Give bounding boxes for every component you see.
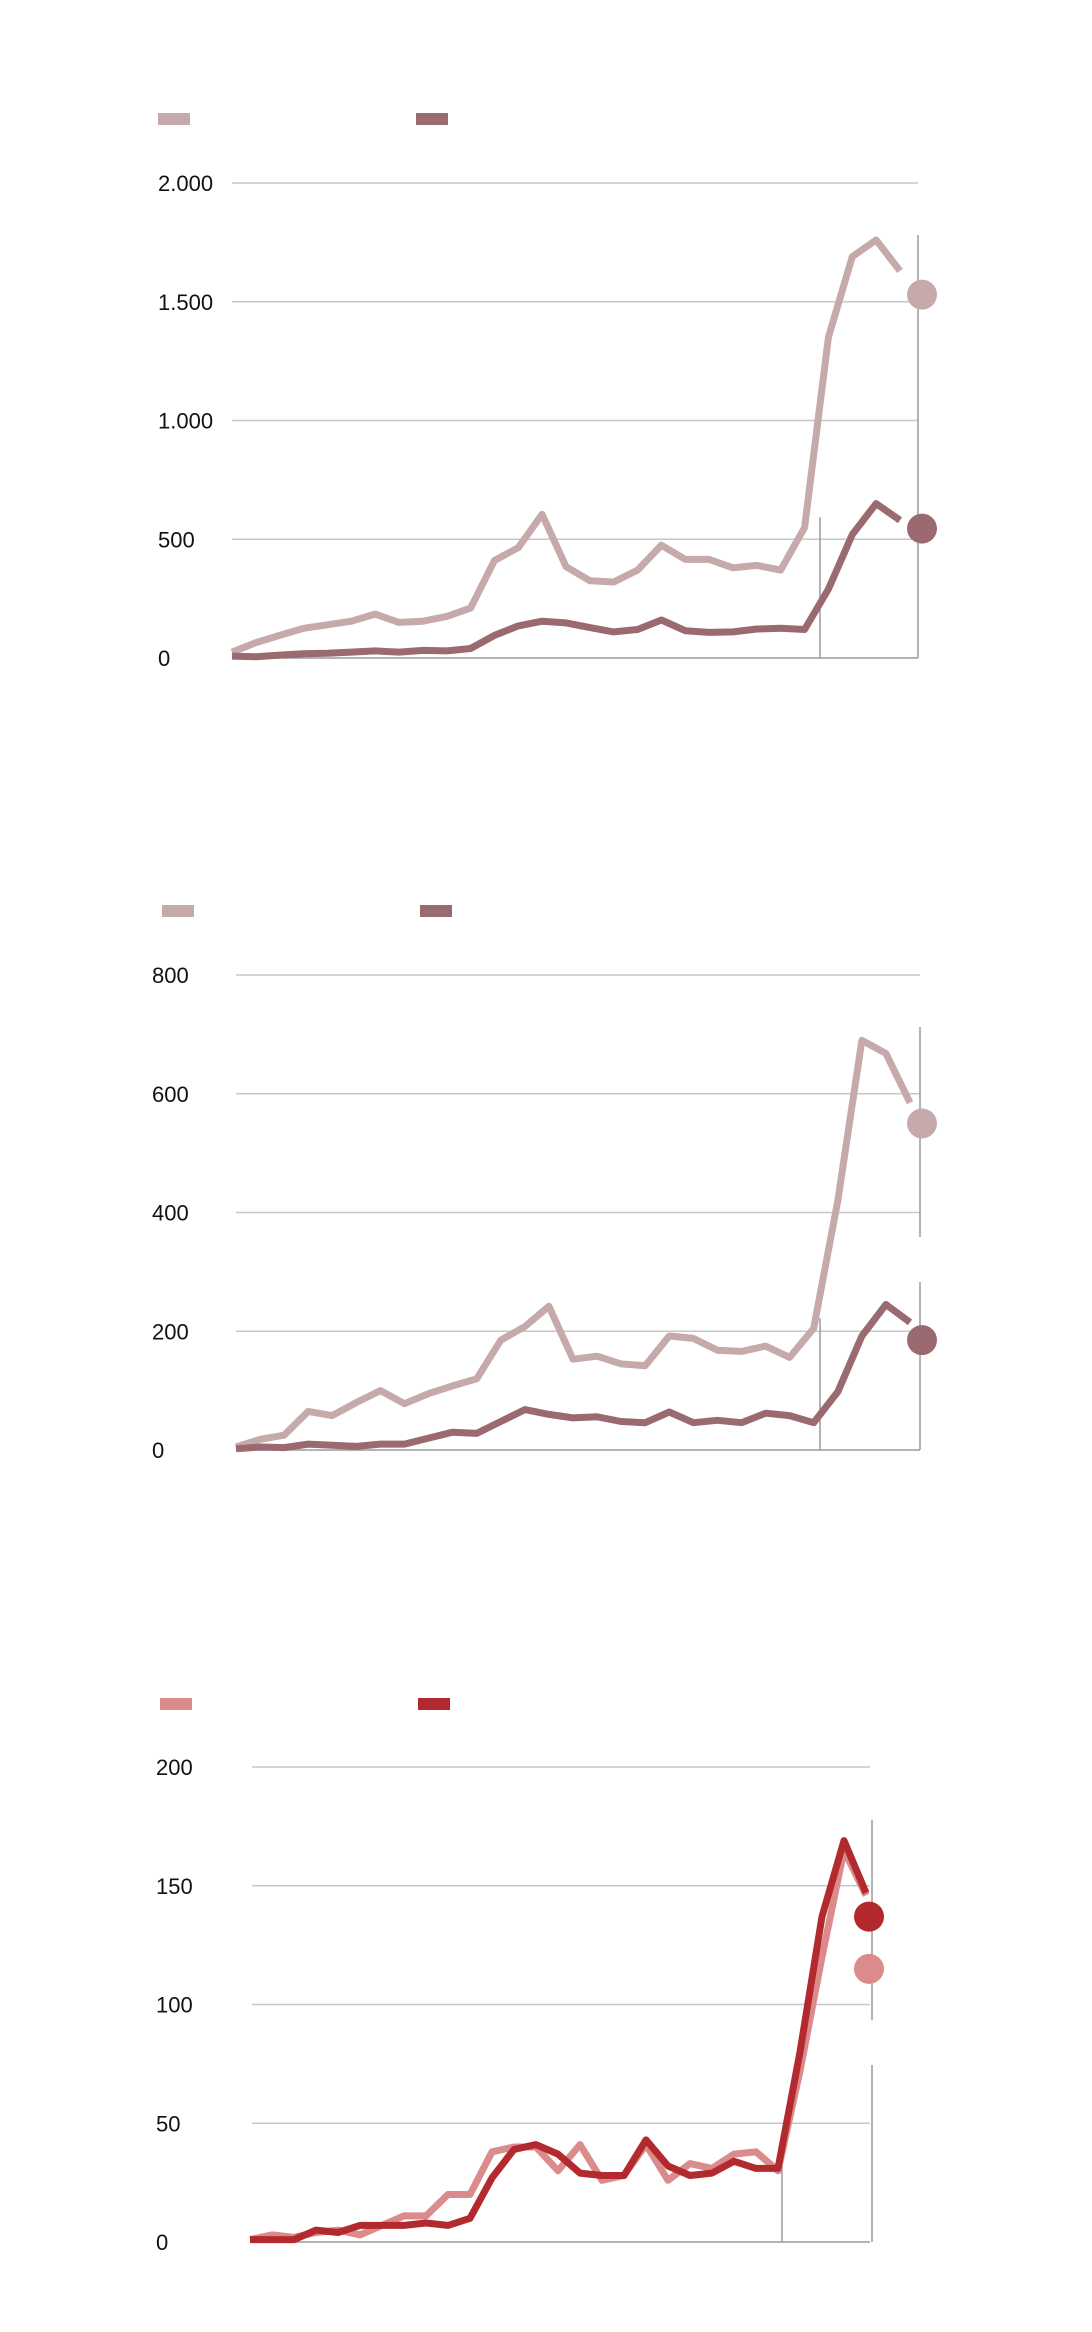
series-end-marker xyxy=(907,279,937,310)
chart-3: 0 50 100 150 200 xyxy=(156,1698,884,2255)
y-tick-label: 500 xyxy=(158,527,195,552)
series-end-marker xyxy=(907,1325,937,1356)
series-line xyxy=(234,1036,914,1451)
legend-swatch xyxy=(420,905,452,917)
series-end-marker xyxy=(854,1953,884,1984)
y-tick-label: 400 xyxy=(152,1201,189,1226)
y-tick-label: 0 xyxy=(156,2230,168,2255)
legend-swatch xyxy=(160,1698,192,1710)
legend-swatch xyxy=(416,113,448,125)
chart-1: 0 500 1.000 1.500 2.000 xyxy=(158,113,937,671)
y-tick-label: 50 xyxy=(156,2111,180,2136)
series-line xyxy=(249,1846,870,2244)
series-line xyxy=(230,236,903,656)
y-tick-label: 0 xyxy=(158,646,170,671)
y-tick-label: 200 xyxy=(152,1319,189,1344)
y-tick-label: 1.000 xyxy=(158,409,213,434)
legend-swatch xyxy=(162,905,194,917)
y-tick-label: 2.000 xyxy=(158,171,213,196)
series-end-marker xyxy=(907,1108,937,1139)
series-end-marker xyxy=(907,513,937,544)
chart-2: 0 200 400 600 800 xyxy=(152,905,937,1463)
legend-swatch xyxy=(158,113,190,125)
series-line xyxy=(231,500,903,661)
y-tick-label: 600 xyxy=(152,1082,189,1107)
y-tick-label: 800 xyxy=(152,963,189,988)
y-tick-label: 0 xyxy=(152,1438,164,1463)
series-line xyxy=(250,1837,870,2244)
series-end-marker xyxy=(854,1901,884,1932)
series-line xyxy=(235,1301,913,1453)
y-tick-label: 100 xyxy=(156,1993,193,2018)
y-tick-label: 1.500 xyxy=(158,290,213,315)
y-tick-label: 200 xyxy=(156,1755,193,1780)
y-tick-label: 150 xyxy=(156,1874,193,1899)
legend-swatch xyxy=(418,1698,450,1710)
